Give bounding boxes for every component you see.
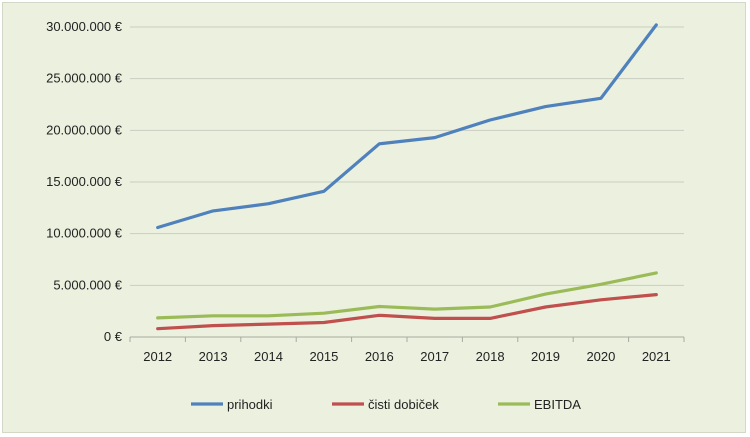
legend-label: prihodki: [227, 397, 273, 412]
x-tick-label: 2013: [199, 349, 228, 364]
x-tick-label: 2012: [143, 349, 172, 364]
y-tick-label: 10.000.000 €: [46, 226, 123, 241]
legend: prihodki čisti dobiček EBITDA: [191, 397, 581, 412]
x-axis-tick-labels: 2012 2013 2014 2015 2016 2017 2018 2019 2020 2021: [143, 349, 671, 364]
y-axis-tick-labels: 0 € 5.000.000 € 10.000.000 € 15.000.000 € 20…: [46, 19, 123, 344]
x-tick-label: 2017: [420, 349, 449, 364]
x-tick-label: 2021: [642, 349, 671, 364]
y-tick-label: 20.000.000 €: [46, 122, 123, 137]
legend-label: EBITDA: [534, 397, 581, 412]
chart-area: 0 € 5.000.000 € 10.000.000 € 15.000.000 € 20…: [2, 2, 746, 433]
series-line: [156, 293, 658, 331]
y-tick-label: 25.000.000 €: [46, 71, 123, 86]
y-tick-label: 5.000.000 €: [53, 277, 122, 292]
series-line: [156, 271, 658, 320]
line-chart: 0 € 5.000.000 € 10.000.000 € 15.000.000 € 20…: [46, 19, 685, 412]
legend-label: čisti dobiček: [368, 397, 439, 412]
y-tick-label: 30.000.000 €: [46, 19, 123, 34]
gridlines: [130, 26, 684, 286]
x-tick-label: 2019: [531, 349, 560, 364]
series-lines: [156, 23, 658, 331]
x-tick-label: 2014: [254, 349, 283, 364]
x-tick-label: 2018: [476, 349, 505, 364]
y-tick-label: 0 €: [104, 329, 123, 344]
x-axis: [129, 336, 685, 342]
y-tick-label: 15.000.000 €: [46, 174, 123, 189]
series-line: [156, 23, 658, 230]
x-tick-label: 2020: [586, 349, 615, 364]
x-tick-label: 2015: [309, 349, 338, 364]
x-tick-label: 2016: [365, 349, 394, 364]
